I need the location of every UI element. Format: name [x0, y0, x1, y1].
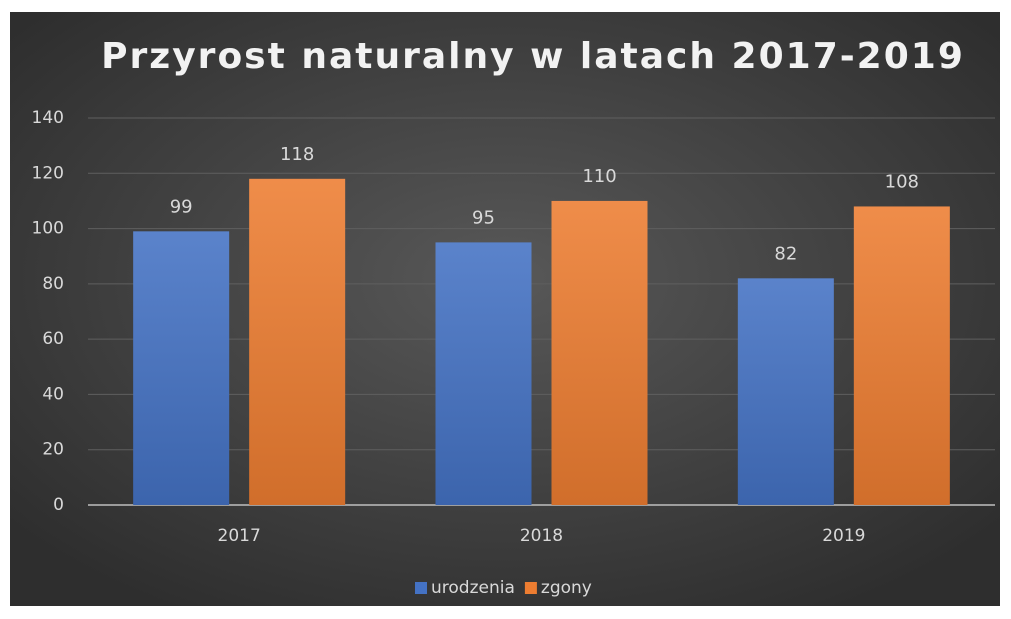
- bar-shade: [737, 278, 834, 505]
- legend-swatch: [415, 582, 427, 594]
- bar-shade: [853, 206, 950, 505]
- chart-title: Przyrost naturalny w latach 2017-2019: [101, 36, 965, 77]
- y-tick-label: 40: [42, 384, 64, 404]
- y-tick-label: 140: [32, 108, 64, 128]
- bar-shade: [249, 178, 346, 506]
- x-tick-label: 2019: [822, 526, 865, 546]
- data-label: 118: [280, 144, 314, 165]
- x-tick-label: 2017: [218, 526, 261, 546]
- x-tick-label: 2018: [520, 526, 563, 546]
- y-tick-label: 60: [42, 329, 64, 349]
- bar-shade: [133, 231, 230, 506]
- data-label: 110: [582, 166, 616, 187]
- y-tick-label: 100: [32, 219, 64, 239]
- y-tick-label: 0: [53, 495, 64, 515]
- bar-shade: [551, 200, 648, 505]
- data-label: 108: [885, 171, 919, 192]
- legend-swatch: [524, 582, 537, 594]
- y-tick-label: 80: [42, 274, 64, 294]
- legend-label: zgony: [541, 578, 592, 598]
- data-label: 99: [170, 196, 193, 217]
- data-label: 95: [472, 207, 495, 228]
- data-label: 82: [774, 243, 797, 264]
- legend-label: urodzenia: [431, 578, 515, 598]
- y-tick-label: 120: [32, 163, 64, 183]
- y-tick-label: 20: [42, 440, 64, 460]
- bar-shade: [435, 242, 532, 505]
